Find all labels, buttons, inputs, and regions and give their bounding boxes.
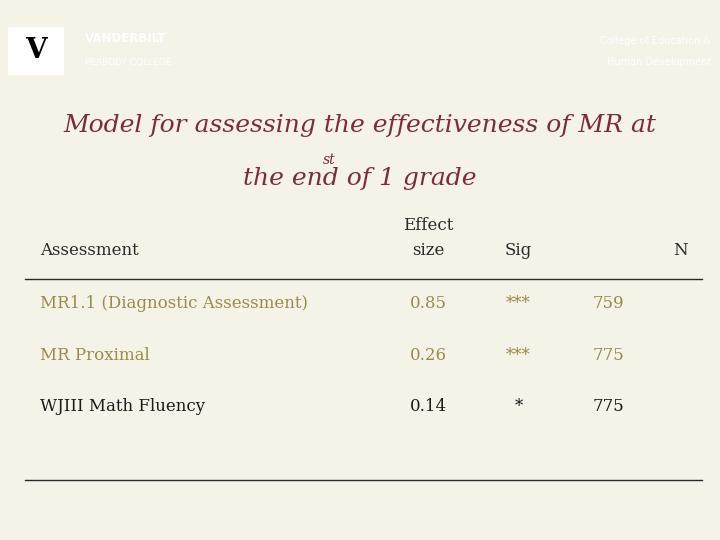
Text: Assessment: Assessment [40,242,138,259]
Text: PEABODY COLLEGE: PEABODY COLLEGE [85,58,171,68]
Text: Effect: Effect [403,217,454,234]
Text: 0.85: 0.85 [410,295,447,312]
Text: 0.26: 0.26 [410,347,447,363]
Text: ***: *** [506,295,531,312]
Text: Sig: Sig [505,242,532,259]
Text: Model for assessing the effectiveness of MR at: Model for assessing the effectiveness of… [63,114,657,137]
Text: N: N [673,242,688,259]
Text: 0.14: 0.14 [410,398,447,415]
Text: Human Development: Human Development [607,57,711,67]
Text: the end of 1 grade: the end of 1 grade [243,167,477,190]
Text: VANDERBILT: VANDERBILT [85,32,166,45]
Text: 775: 775 [593,347,624,363]
Text: st: st [323,153,336,167]
Text: MR1.1 (Diagnostic Assessment): MR1.1 (Diagnostic Assessment) [40,295,307,312]
FancyBboxPatch shape [9,28,63,74]
Text: ***: *** [506,347,531,363]
Text: V: V [25,37,47,64]
Text: College of Education &: College of Education & [600,36,711,46]
Text: 775: 775 [593,398,624,415]
Text: 759: 759 [593,295,624,312]
Text: *: * [514,398,523,415]
Text: size: size [413,242,444,259]
Text: MR Proximal: MR Proximal [40,347,149,363]
Text: WJIII Math Fluency: WJIII Math Fluency [40,398,204,415]
